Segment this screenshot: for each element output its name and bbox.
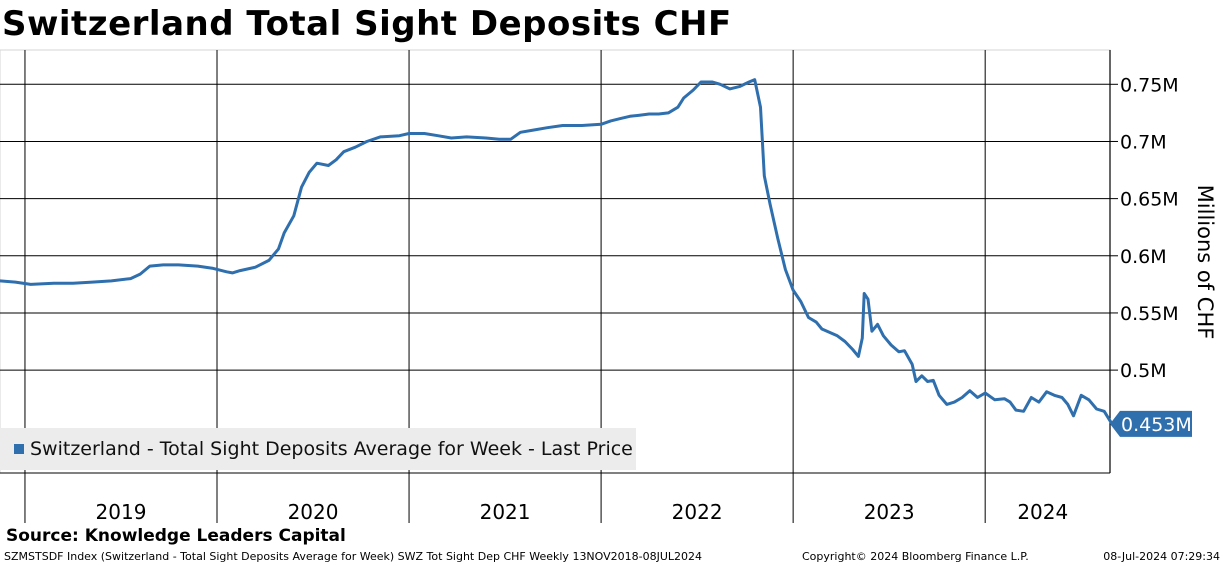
- plot-area-frame: [0, 49, 1111, 474]
- legend-label: Switzerland - Total Sight Deposits Avera…: [30, 438, 633, 460]
- x-tick-label-3: 2022: [672, 500, 723, 524]
- y-axis-title: Millions of CHF: [1193, 185, 1217, 340]
- x-axis-year-labels: 2019 2020 2021 2022 2023 2024: [96, 500, 1069, 524]
- footer-copyright: Copyright© 2024 Bloomberg Finance L.P.: [802, 550, 1029, 563]
- footer-index-description: SZMSTSDF Index (Switzerland - Total Sigh…: [4, 550, 703, 563]
- last-value-badge: [1110, 410, 1192, 437]
- y-tick-label-1: 0.55M: [1120, 303, 1179, 325]
- x-tick-label-4: 2023: [864, 500, 915, 524]
- y-tick-label-3: 0.65M: [1120, 189, 1179, 211]
- legend-swatch: [14, 444, 24, 454]
- chart-title: Switzerland Total Sight Deposits CHF: [2, 4, 732, 44]
- x-tick-label-2: 2021: [480, 500, 531, 524]
- last-value-marker: 0.453M: [1110, 410, 1192, 437]
- x-tick-label-1: 2020: [288, 500, 339, 524]
- series-line: [0, 78, 1114, 426]
- last-value-label: 0.453M: [1121, 414, 1192, 436]
- y-tick-label-2: 0.6M: [1120, 246, 1167, 268]
- year-gridlines: [24, 50, 986, 523]
- y-tick-label-4: 0.7M: [1120, 131, 1167, 153]
- source-note: Source: Knowledge Leaders Capital: [6, 526, 346, 546]
- horizontal-gridlines: [0, 83, 1110, 371]
- x-tick-label-5: 2024: [1017, 500, 1068, 524]
- footer-timestamp: 08-Jul-2024 07:29:34: [1103, 550, 1220, 563]
- y-axis-ticks: 0.5M 0.55M 0.6M 0.65M 0.7M 0.75M: [1110, 74, 1179, 382]
- y-tick-label-5: 0.75M: [1120, 74, 1179, 96]
- y-tick-label-0: 0.5M: [1120, 360, 1167, 382]
- legend: Switzerland - Total Sight Deposits Avera…: [0, 428, 636, 470]
- x-tick-label-0: 2019: [96, 500, 147, 524]
